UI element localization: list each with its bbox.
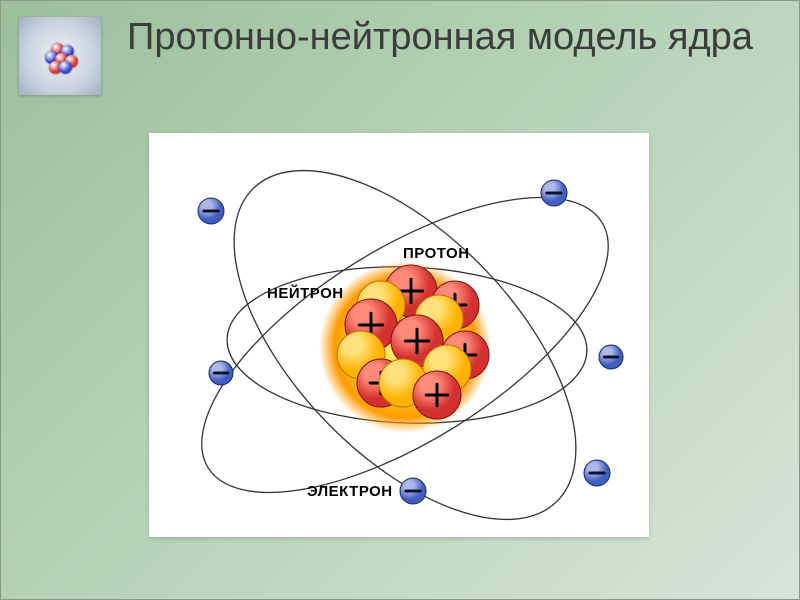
thumbnail-icon <box>19 17 101 95</box>
slide-title: Протонно-нейтронная модель ядра <box>121 15 759 60</box>
atom-svg <box>149 133 649 537</box>
label-electron: ЭЛЕКТРОН <box>307 483 393 500</box>
atom-diagram: ПРОТОН НЕЙТРОН ЭЛЕКТРОН <box>149 133 649 537</box>
label-neutron: НЕЙТРОН <box>267 285 344 302</box>
slide: Протонно-нейтронная модель ядра ПРОТОН Н… <box>0 0 800 600</box>
mini-nucleus <box>43 39 77 73</box>
label-proton: ПРОТОН <box>403 245 470 262</box>
